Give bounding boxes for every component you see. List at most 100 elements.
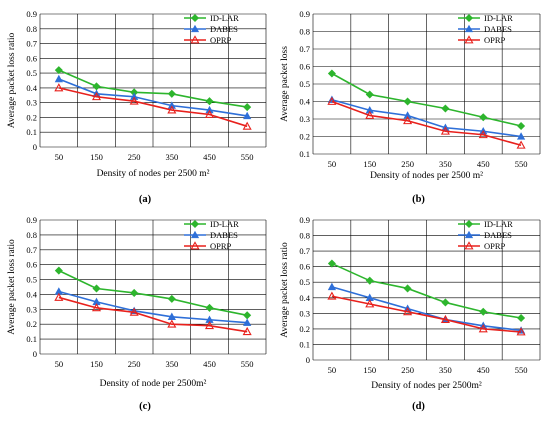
x-tick-label: 50 [328, 159, 337, 169]
y-tick-label: 0.8 [26, 24, 37, 34]
x-tick-label: 550 [515, 159, 528, 169]
data-point-oprp [403, 116, 413, 125]
data-point-oprp [440, 126, 450, 135]
data-point-oprp [91, 303, 102, 312]
data-point-oprp [516, 327, 526, 336]
y-tick-label: 0.1 [26, 334, 37, 344]
x-tick-label: 150 [363, 159, 376, 169]
data-point-dabes [516, 132, 526, 140]
data-point-id-lar [205, 303, 214, 312]
x-tick-label: 50 [55, 152, 64, 162]
data-point-dabes [54, 74, 63, 83]
data-point-oprp [516, 140, 526, 149]
x-tick-label: 50 [328, 365, 337, 375]
data-point-oprp [327, 291, 337, 300]
data-point-id-lar [441, 298, 450, 307]
y-tick-label: 0.8 [299, 27, 310, 37]
y-tick-label: 0.4 [26, 83, 37, 93]
y-tick-label: 0 [306, 355, 310, 365]
y-tick-label: 0.6 [26, 53, 37, 63]
chart-panel-2: 0.1 0.2 0.3 0.4 0.5 0.6 0.7 0.8 0.9 50 150 250 350 45… [280, 9, 541, 205]
series-line-id-lar [331, 262, 522, 319]
x-axis-title: Density of node per 2500m² [100, 378, 207, 389]
data-point-id-lar [403, 97, 412, 106]
legend-label-id-lar: ID-LAR [484, 13, 513, 23]
series-line-oprp [331, 100, 522, 147]
data-point-id-lar [130, 288, 139, 297]
data-point-dabes [243, 111, 252, 120]
series-line-id-lar [58, 69, 248, 108]
x-tick-label: 550 [515, 365, 528, 375]
panel-label: (d) [412, 401, 425, 412]
data-point-oprp [242, 121, 252, 130]
y-axis-title: Average packet loss ratio [7, 239, 17, 335]
x-tick-label: 50 [55, 359, 64, 369]
y-tick-label: 0.7 [299, 44, 310, 54]
data-point-id-lar [403, 284, 412, 293]
y-tick-label: 0 [33, 142, 37, 152]
y-tick-label: 0.9 [26, 215, 37, 225]
data-point-oprp [129, 96, 139, 105]
series-line-dabes [58, 78, 248, 117]
y-axis-title: Average packet loss [280, 46, 290, 122]
data-point-id-lar [365, 276, 374, 285]
data-point-id-lar [54, 66, 63, 75]
data-point-oprp [242, 326, 252, 336]
y-tick-label: 0.4 [26, 289, 37, 299]
x-tick-label: 250 [128, 359, 141, 369]
data-point-id-lar [167, 294, 176, 303]
chart-panel-1: 0 0.1 0.2 0.3 0.4 0.5 0.6 0.7 0.8 0.9 50 150 250 350 4… [7, 9, 267, 205]
data-point-id-lar [92, 284, 101, 293]
legend-marker-dabes [464, 24, 474, 33]
legend-label-id-lar: ID-LAR [484, 219, 513, 229]
data-point-oprp [204, 109, 215, 118]
data-point-id-lar [517, 313, 526, 323]
data-point-id-lar [243, 103, 252, 112]
data-point-id-lar [327, 69, 336, 78]
x-tick-label: 450 [203, 152, 216, 162]
x-tick-label: 450 [203, 359, 216, 369]
y-tick-label: 0.7 [26, 39, 37, 49]
data-point-id-lar [92, 82, 101, 91]
data-point-id-lar [205, 97, 214, 106]
y-axis-title: Average packet loss ratio [7, 32, 17, 128]
data-point-oprp [204, 320, 215, 330]
y-tick-label: 0.4 [299, 97, 310, 107]
data-point-oprp [478, 130, 488, 139]
y-tick-label: 0.2 [299, 324, 310, 334]
x-tick-label: 350 [165, 152, 178, 162]
panel-label: (b) [412, 194, 425, 205]
x-tick-label: 150 [90, 359, 103, 369]
legend-marker-id-lar [190, 13, 200, 23]
y-tick-label: 0.3 [299, 308, 310, 318]
legend-marker-dabes [464, 230, 474, 239]
x-tick-label: 150 [90, 152, 103, 162]
x-axis-title: Density of nodes per 2500m² [371, 380, 482, 391]
data-point-oprp [478, 324, 488, 333]
data-point-oprp [129, 307, 139, 316]
x-tick-label: 450 [477, 365, 490, 375]
data-point-oprp [54, 292, 64, 301]
x-tick-label: 350 [165, 359, 178, 369]
series-line-dabes [331, 98, 522, 138]
series-line-id-lar [58, 269, 248, 317]
data-point-dabes [327, 282, 337, 291]
legend-marker-oprp [190, 35, 200, 44]
y-tick-label: 0.2 [26, 112, 37, 122]
x-tick-label: 550 [241, 152, 254, 162]
y-tick-label: 0.5 [26, 275, 37, 285]
series-line-dabes [331, 286, 522, 332]
data-point-dabes [130, 92, 139, 100]
legend-marker-dabes [190, 24, 200, 33]
y-tick-label: 0.3 [26, 304, 37, 314]
legend-label-dabes: DABES [484, 24, 512, 34]
y-tick-label: 0 [33, 349, 37, 359]
y-tick-label: 0.2 [26, 319, 37, 329]
data-point-dabes [205, 105, 214, 114]
panel-label: (a) [139, 194, 152, 205]
series-line-oprp [58, 87, 248, 128]
y-tick-label: 0.9 [299, 215, 310, 225]
legend-label-oprp: OPRP [484, 35, 506, 45]
data-point-oprp [167, 105, 177, 114]
y-tick-label: 0.8 [299, 231, 310, 241]
